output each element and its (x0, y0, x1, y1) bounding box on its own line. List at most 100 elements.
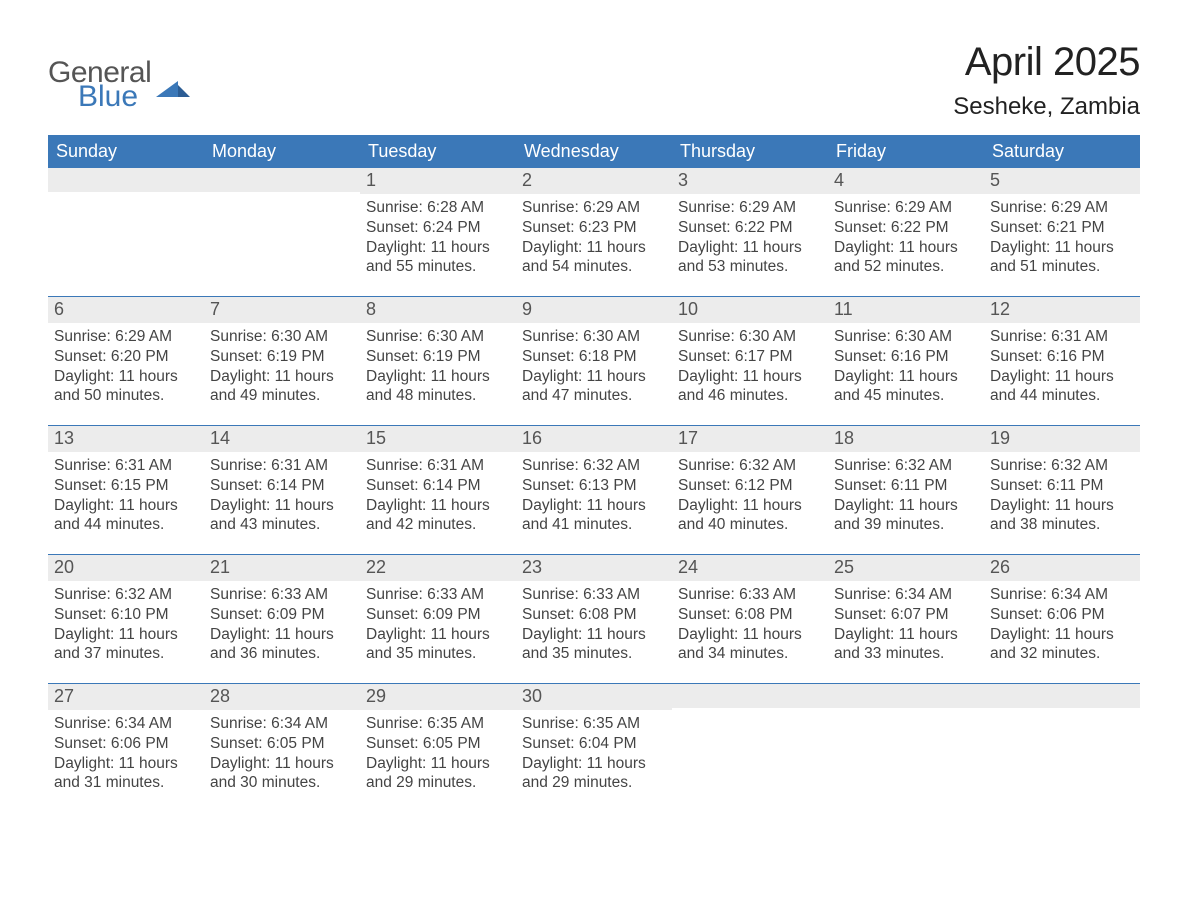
calendar-day-empty (204, 168, 360, 296)
day-body: Sunrise: 6:33 AMSunset: 6:08 PMDaylight:… (516, 581, 672, 670)
title-block: April 2025 Sesheke, Zambia (953, 40, 1140, 121)
sunrise-line: Sunrise: 6:31 AM (366, 456, 510, 476)
sunrise-line: Sunrise: 6:29 AM (990, 198, 1134, 218)
calendar-week: 27Sunrise: 6:34 AMSunset: 6:06 PMDayligh… (48, 683, 1140, 812)
daynum-band (204, 168, 360, 192)
sunrise-line: Sunrise: 6:29 AM (522, 198, 666, 218)
daylight-line: Daylight: 11 hours and 50 minutes. (54, 367, 198, 407)
sunset-line: Sunset: 6:20 PM (54, 347, 198, 367)
daynum-band: 5 (984, 168, 1140, 194)
day-body: Sunrise: 6:30 AMSunset: 6:19 PMDaylight:… (360, 323, 516, 412)
day-body: Sunrise: 6:30 AMSunset: 6:16 PMDaylight:… (828, 323, 984, 412)
weekday-header: Friday (828, 135, 984, 168)
day-body: Sunrise: 6:29 AMSunset: 6:20 PMDaylight:… (48, 323, 204, 412)
sunrise-line: Sunrise: 6:29 AM (678, 198, 822, 218)
page: General Blue April 2025 Sesheke, Zambia … (0, 0, 1188, 918)
day-number: 8 (366, 299, 376, 319)
daylight-line: Daylight: 11 hours and 36 minutes. (210, 625, 354, 665)
calendar-day: 9Sunrise: 6:30 AMSunset: 6:18 PMDaylight… (516, 297, 672, 425)
calendar-day: 28Sunrise: 6:34 AMSunset: 6:05 PMDayligh… (204, 684, 360, 812)
sunrise-line: Sunrise: 6:34 AM (834, 585, 978, 605)
daylight-line: Daylight: 11 hours and 35 minutes. (366, 625, 510, 665)
daynum-band: 30 (516, 684, 672, 710)
sunset-line: Sunset: 6:22 PM (834, 218, 978, 238)
sunrise-line: Sunrise: 6:33 AM (678, 585, 822, 605)
daylight-line: Daylight: 11 hours and 29 minutes. (522, 754, 666, 794)
calendar-day: 21Sunrise: 6:33 AMSunset: 6:09 PMDayligh… (204, 555, 360, 683)
sunrise-line: Sunrise: 6:31 AM (210, 456, 354, 476)
sunrise-line: Sunrise: 6:35 AM (366, 714, 510, 734)
day-number: 15 (366, 428, 386, 448)
calendar-day: 5Sunrise: 6:29 AMSunset: 6:21 PMDaylight… (984, 168, 1140, 296)
sunset-line: Sunset: 6:06 PM (990, 605, 1134, 625)
sunrise-line: Sunrise: 6:29 AM (54, 327, 198, 347)
day-number: 4 (834, 170, 844, 190)
logo: General Blue (48, 40, 190, 112)
daylight-line: Daylight: 11 hours and 29 minutes. (366, 754, 510, 794)
daylight-line: Daylight: 11 hours and 46 minutes. (678, 367, 822, 407)
daylight-line: Daylight: 11 hours and 41 minutes. (522, 496, 666, 536)
sunset-line: Sunset: 6:11 PM (990, 476, 1134, 496)
calendar-day-empty (984, 684, 1140, 812)
sunrise-line: Sunrise: 6:35 AM (522, 714, 666, 734)
daylight-line: Daylight: 11 hours and 54 minutes. (522, 238, 666, 278)
sunset-line: Sunset: 6:05 PM (210, 734, 354, 754)
calendar-week: 13Sunrise: 6:31 AMSunset: 6:15 PMDayligh… (48, 425, 1140, 554)
sunrise-line: Sunrise: 6:32 AM (54, 585, 198, 605)
day-number: 10 (678, 299, 698, 319)
sunrise-line: Sunrise: 6:31 AM (54, 456, 198, 476)
day-number: 14 (210, 428, 230, 448)
day-body: Sunrise: 6:31 AMSunset: 6:16 PMDaylight:… (984, 323, 1140, 412)
calendar: SundayMondayTuesdayWednesdayThursdayFrid… (48, 135, 1140, 812)
calendar-day-empty (672, 684, 828, 812)
day-body: Sunrise: 6:29 AMSunset: 6:23 PMDaylight:… (516, 194, 672, 283)
sunset-line: Sunset: 6:08 PM (522, 605, 666, 625)
daynum-band: 10 (672, 297, 828, 323)
daylight-line: Daylight: 11 hours and 52 minutes. (834, 238, 978, 278)
daylight-line: Daylight: 11 hours and 45 minutes. (834, 367, 978, 407)
calendar-week: 6Sunrise: 6:29 AMSunset: 6:20 PMDaylight… (48, 296, 1140, 425)
daynum-band: 24 (672, 555, 828, 581)
calendar-day: 26Sunrise: 6:34 AMSunset: 6:06 PMDayligh… (984, 555, 1140, 683)
day-body (204, 192, 360, 202)
sunset-line: Sunset: 6:13 PM (522, 476, 666, 496)
day-number: 6 (54, 299, 64, 319)
calendar-day: 14Sunrise: 6:31 AMSunset: 6:14 PMDayligh… (204, 426, 360, 554)
day-number: 5 (990, 170, 1000, 190)
daylight-line: Daylight: 11 hours and 44 minutes. (54, 496, 198, 536)
sunset-line: Sunset: 6:04 PM (522, 734, 666, 754)
day-body: Sunrise: 6:34 AMSunset: 6:06 PMDaylight:… (48, 710, 204, 799)
daynum-band (672, 684, 828, 708)
day-body: Sunrise: 6:30 AMSunset: 6:18 PMDaylight:… (516, 323, 672, 412)
day-body: Sunrise: 6:29 AMSunset: 6:22 PMDaylight:… (828, 194, 984, 283)
daynum-band: 25 (828, 555, 984, 581)
sunset-line: Sunset: 6:07 PM (834, 605, 978, 625)
calendar-day: 12 Sunrise: 6:31 AMSunset: 6:16 PMDayligh… (984, 297, 1140, 425)
daynum-band (984, 684, 1140, 708)
sunrise-line: Sunrise: 6:30 AM (678, 327, 822, 347)
sunrise-line: Sunrise: 6:33 AM (366, 585, 510, 605)
sunrise-line: Sunrise: 6:32 AM (678, 456, 822, 476)
daynum-band: 9 (516, 297, 672, 323)
daylight-line: Daylight: 11 hours and 53 minutes. (678, 238, 822, 278)
daylight-line: Daylight: 11 hours and 42 minutes. (366, 496, 510, 536)
calendar-day: 23Sunrise: 6:33 AMSunset: 6:08 PMDayligh… (516, 555, 672, 683)
calendar-day: 6 Sunrise: 6:29 AMSunset: 6:20 PMDaylight… (48, 297, 204, 425)
sunset-line: Sunset: 6:21 PM (990, 218, 1134, 238)
calendar-day-empty (48, 168, 204, 296)
day-body (984, 708, 1140, 718)
weekday-header: Saturday (984, 135, 1140, 168)
calendar-day: 11Sunrise: 6:30 AMSunset: 6:16 PMDayligh… (828, 297, 984, 425)
sunrise-line: Sunrise: 6:30 AM (522, 327, 666, 347)
sunset-line: Sunset: 6:11 PM (834, 476, 978, 496)
day-number: 25 (834, 557, 854, 577)
daynum-band: 2 (516, 168, 672, 194)
sunrise-line: Sunrise: 6:33 AM (522, 585, 666, 605)
day-number: 1 (366, 170, 376, 190)
day-number: 18 (834, 428, 854, 448)
daynum-band: 16 (516, 426, 672, 452)
day-number: 12 (990, 299, 1010, 319)
day-body: Sunrise: 6:34 AMSunset: 6:06 PMDaylight:… (984, 581, 1140, 670)
weekday-header: Monday (204, 135, 360, 168)
daynum-band: 12 (984, 297, 1140, 323)
